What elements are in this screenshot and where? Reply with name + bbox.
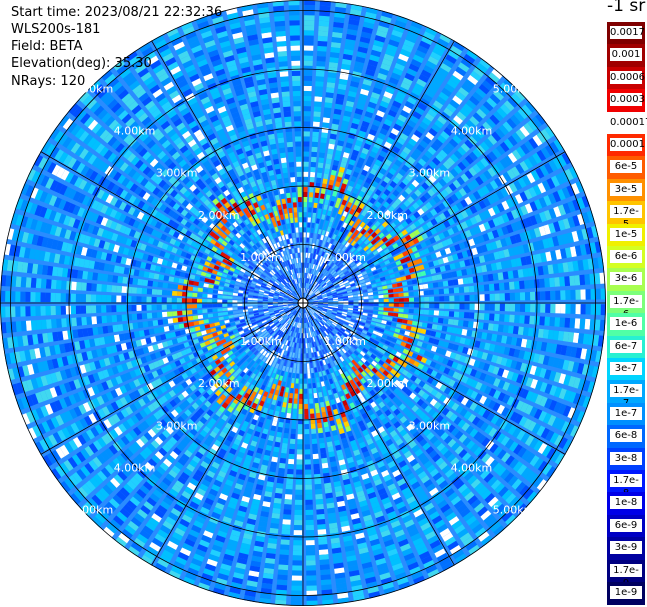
azimuth-line bbox=[40, 151, 304, 304]
elevation-text: Elevation(deg): 35.30 bbox=[11, 56, 152, 71]
range-label: 5.00km bbox=[493, 82, 535, 95]
colorbar-tick-label: 6e-7 bbox=[610, 339, 642, 353]
range-label: 1.00km bbox=[240, 335, 282, 348]
colorbar-tick-label: 6e-5 bbox=[610, 160, 642, 174]
colorbar-tick-label: 0.0017 bbox=[610, 26, 645, 39]
range-label: 3.00km bbox=[156, 419, 198, 432]
colorbar-tick-label: 1.7e-9 bbox=[610, 563, 642, 589]
range-ring-grid bbox=[0, 0, 606, 606]
range-label: 3.00km bbox=[409, 419, 451, 432]
backscatter-field bbox=[0, 0, 606, 606]
azimuth-line bbox=[302, 151, 566, 304]
azimuth-line bbox=[302, 40, 455, 304]
nrays-text: NRays: 120 bbox=[11, 74, 86, 89]
azimuth-line bbox=[151, 302, 304, 566]
range-label: 2.00km bbox=[198, 377, 240, 390]
colorbar-tick-label: 1.7e-5 bbox=[610, 205, 642, 230]
colorbar-tick-label: 0.0001 bbox=[610, 138, 645, 151]
colorbar-tick-label: 1e-9 bbox=[610, 586, 642, 599]
range-label: 4.00km bbox=[451, 125, 493, 138]
colorbar-tick-label: 1e-8 bbox=[610, 496, 642, 510]
colorbar-tick-label: 3e-9 bbox=[610, 541, 642, 555]
colorbar-tick-label: 3e-7 bbox=[610, 362, 642, 375]
range-label: 1.00km bbox=[324, 251, 366, 264]
range-label: 5.00km bbox=[493, 504, 535, 517]
colorbar-tick-label: 1e-5 bbox=[610, 227, 642, 241]
range-label: 1.00km bbox=[324, 335, 366, 348]
azimuth-line bbox=[302, 302, 455, 566]
range-labels: 1.00km 1.00km 1.00km 1.00km 2.00km 2.00km 2.00… bbox=[72, 82, 535, 516]
ppi-scan-plot: 1.00km 1.00km 1.00km 1.00km 2.00km 2.00km 2.00… bbox=[0, 0, 606, 606]
range-label: 4.00km bbox=[114, 461, 156, 474]
colorbar-tick-label: 3e-5 bbox=[610, 182, 642, 196]
colorbar-tick-label: 0.0003 bbox=[610, 93, 645, 107]
azimuth-line bbox=[302, 302, 566, 455]
range-label: 3.00km bbox=[156, 167, 198, 180]
colorbar-tick-label: 1e-7 bbox=[610, 406, 642, 420]
range-label: 2.00km bbox=[198, 209, 240, 222]
colorbar-tick-label: 3e-8 bbox=[610, 451, 642, 465]
colorbar-tick-label: 1.7e-6 bbox=[610, 294, 642, 320]
azimuth-line bbox=[40, 302, 304, 455]
colorbar-tick-label: 6e-8 bbox=[610, 429, 642, 443]
range-label: 2.00km bbox=[366, 377, 408, 390]
range-label: 5.00km bbox=[72, 82, 114, 95]
colorbar-tick-label: 3e-6 bbox=[610, 272, 642, 286]
range-label: 5.00km bbox=[72, 504, 114, 517]
range-label: 2.00km bbox=[366, 209, 408, 222]
range-label: 4.00km bbox=[114, 125, 156, 138]
range-label: 4.00km bbox=[451, 461, 493, 474]
colorbar-tick-label: 6e-9 bbox=[610, 518, 642, 532]
colorbar-tick-label: 0.00017 bbox=[610, 115, 647, 129]
colorbar-unit-label: -1 sr bbox=[607, 0, 646, 16]
colorbar-tick-label: 0.001 bbox=[610, 48, 642, 62]
colorbar-tick-label: 1e-6 bbox=[610, 317, 642, 331]
radar-origin-marker bbox=[297, 297, 309, 309]
colorbar-tick-label: 6e-6 bbox=[610, 250, 642, 263]
colorbar-tick-label: 1.7e-7 bbox=[610, 384, 642, 409]
colorbar-tick-label: 0.0006 bbox=[610, 70, 645, 84]
scan-info-panel: Start time: 2023/08/21 22:32:36 WLS200s-… bbox=[11, 4, 222, 90]
azimuth-line bbox=[151, 40, 304, 304]
device-text: WLS200s-181 bbox=[11, 22, 101, 37]
colorbar-tick-label: 1.7e-8 bbox=[610, 474, 642, 499]
field-text: Field: BETA bbox=[11, 39, 83, 54]
range-label: 3.00km bbox=[409, 167, 451, 180]
range-label: 1.00km bbox=[240, 251, 282, 264]
start-time-text: Start time: 2023/08/21 22:32:36 bbox=[11, 5, 223, 20]
